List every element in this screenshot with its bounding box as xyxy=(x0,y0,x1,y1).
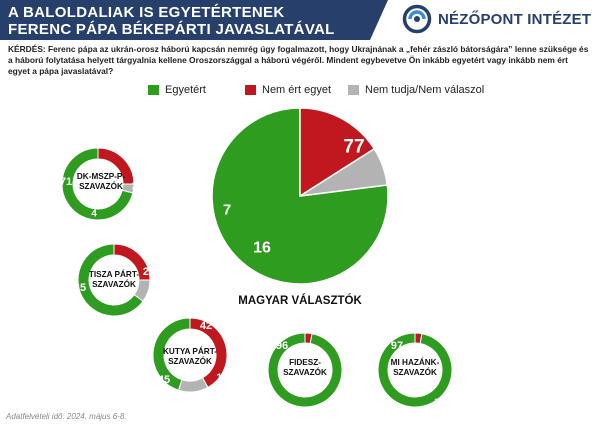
donut-label: SZAVAZÓK xyxy=(283,366,327,377)
slice-dont-know xyxy=(299,147,389,197)
slice-agree xyxy=(61,147,134,221)
donut-chart: 65 25 10 TISZA PÁRT-SZAVAZÓK xyxy=(74,243,155,317)
title-line-1: A BALOLDALIAK IS EGYETÉRTENEK xyxy=(8,4,285,21)
value-label-agree: 96 xyxy=(276,340,288,352)
slice-disagree xyxy=(304,332,313,345)
slice-agree xyxy=(267,332,343,408)
donut-label: SZAVAZÓK xyxy=(393,366,437,377)
donut-label: SZAVAZÓK xyxy=(92,278,136,289)
donut-label: SZAVAZÓK xyxy=(168,355,212,366)
slice-disagree xyxy=(299,107,376,198)
main-chart-label: MAGYAR VÁLASZTÓK xyxy=(238,294,362,307)
legend-swatch-dont-know xyxy=(348,85,359,95)
logo-text: NÉZŐPONT INTÉZET xyxy=(438,11,592,28)
value-label-dont-know: 13 xyxy=(216,373,228,384)
value-label-agree: 71 xyxy=(60,176,72,188)
value-label-agree: 97 xyxy=(391,340,403,352)
donut-label: KUTYA PÁRT- xyxy=(163,346,217,356)
donut-chart: 45 42 13 KUTYA PÁRT-SZAVAZÓK xyxy=(152,317,228,393)
donut-label: SZAVAZÓK xyxy=(79,180,123,191)
value-label-dont-know: 10 xyxy=(138,306,150,317)
header: A BALOLDALIAK IS EGYETÉRTENEK FERENC PÁP… xyxy=(0,0,600,40)
value-label-agree: 77 xyxy=(343,137,364,158)
value-label-dont-know: 7 xyxy=(223,201,231,218)
value-label-disagree: 25 xyxy=(143,266,155,278)
slice-agree xyxy=(377,332,453,408)
slice-disagree xyxy=(414,332,423,345)
donut-label: DK-MSZP-P- xyxy=(77,172,125,181)
value-label-agree: 45 xyxy=(158,374,170,386)
slice-dont-know xyxy=(121,183,135,194)
donut-chart: 97 3 MI HAZÁNK-SZAVAZÓK xyxy=(377,332,453,409)
title-banner: A BALOLDALIAK IS EGYETÉRTENEK FERENC PÁP… xyxy=(0,0,388,40)
donut-chart: 96 3 FIDESZ-SZAVAZÓK xyxy=(267,332,343,412)
logo: NÉZŐPONT INTÉZET xyxy=(402,4,592,36)
donut-chart: 71 25 4 DK-MSZP-P-SZAVAZÓK xyxy=(60,147,144,221)
value-label-disagree: 3 xyxy=(322,401,328,412)
footer-date: Adatfelvételi idő: 2024. május 6-8. xyxy=(6,412,127,421)
donut-label: TISZA PÁRT- xyxy=(89,269,139,279)
question-text: KÉRDÉS: Ferenc pápa az ukrán-orosz hábor… xyxy=(8,44,589,76)
value-label-dont-know: 4 xyxy=(91,209,97,220)
value-label-disagree: 42 xyxy=(200,320,212,332)
legend-swatch-agree xyxy=(148,85,159,95)
value-label-agree: 65 xyxy=(74,282,86,294)
legend-label-dont-know: Nem tudja/Nem válaszol xyxy=(365,84,485,96)
value-label-disagree: 3 xyxy=(434,398,440,409)
donut-label: MI HAZÁNK- xyxy=(391,357,440,367)
main-pie: 77 16 7 MAGYAR VÁLASZTÓK xyxy=(211,107,389,307)
value-label-disagree: 16 xyxy=(253,240,271,257)
title-line-2: FERENC PÁPA BÉKEPÁRTI JAVASLATÁVAL xyxy=(8,21,335,38)
donut-label: FIDESZ- xyxy=(289,358,321,367)
slice-agree xyxy=(77,243,144,317)
slice-dont-know xyxy=(177,377,209,393)
slice-dont-know xyxy=(133,279,151,302)
legend-swatch-disagree xyxy=(245,85,256,95)
logo-icon xyxy=(402,4,432,34)
value-label-disagree: 25 xyxy=(132,180,144,192)
legend-label-agree: Egyetért xyxy=(165,84,206,96)
legend-label-disagree: Nem ért egyet xyxy=(262,84,332,96)
